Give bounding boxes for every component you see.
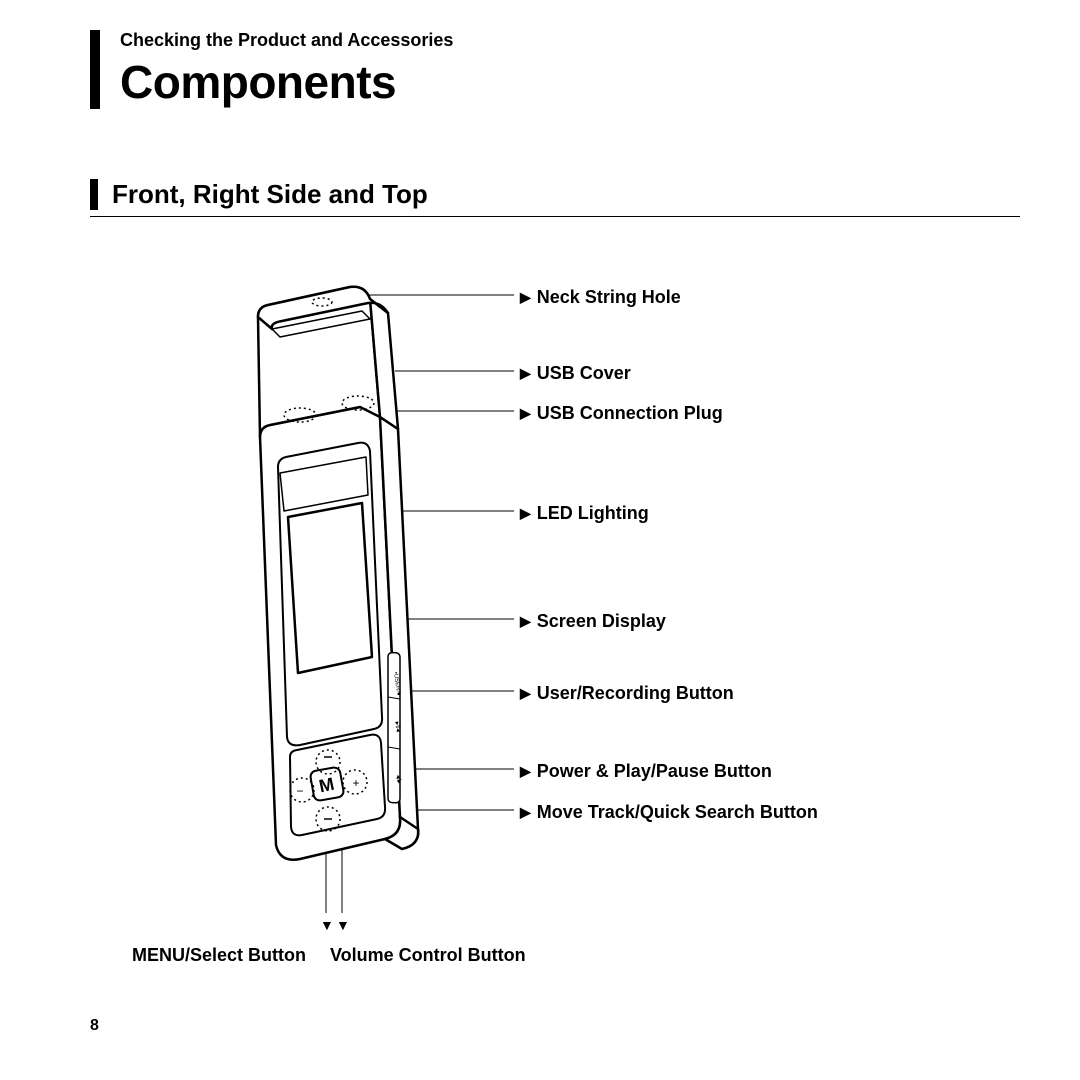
triangle-right-icon: ▶: [520, 763, 531, 780]
section-label: Checking the Product and Accessories: [120, 30, 1020, 51]
callout-label: ▶ User/Recording Button: [520, 683, 734, 704]
callout-text: Screen Display: [537, 611, 666, 631]
triangle-right-icon: ▶: [520, 405, 531, 422]
divider: [90, 216, 1020, 217]
callout-label: Volume Control Button: [330, 945, 526, 966]
triangle-down-icon: ▼: [336, 917, 350, 933]
triangle-right-icon: ▶: [520, 365, 531, 382]
svg-text:◂/▸: ◂/▸: [394, 774, 402, 784]
callout-label: ▶ Screen Display: [520, 611, 666, 632]
svg-text:▸‖◂: ▸‖◂: [393, 721, 401, 732]
callout-label: ▶ USB Connection Plug: [520, 403, 723, 424]
callout-text: Neck String Hole: [537, 287, 681, 307]
page-number: 8: [90, 1017, 99, 1035]
triangle-right-icon: ▶: [520, 804, 531, 821]
callout-label: MENU/Select Button: [132, 945, 306, 966]
callout-label: ▶ USB Cover: [520, 363, 631, 384]
triangle-right-icon: ▶: [520, 505, 531, 522]
svg-text:+: +: [352, 776, 359, 790]
subsection-title: Front, Right Side and Top: [112, 179, 1020, 210]
triangle-down-icon: ▼: [320, 917, 334, 933]
callout-text: USB Cover: [537, 363, 631, 383]
subsection-header: Front, Right Side and Top: [90, 179, 1020, 217]
triangle-right-icon: ▶: [520, 289, 531, 306]
callout-text: LED Lighting: [537, 503, 649, 523]
device-illustration: − + M •USER/● ▸‖◂ ◂/▸: [230, 257, 430, 897]
callout-label: ▶ Move Track/Quick Search Button: [520, 802, 818, 823]
triangle-right-icon: ▶: [520, 685, 531, 702]
callout-text: Power & Play/Pause Button: [537, 761, 772, 781]
triangle-right-icon: ▶: [520, 613, 531, 630]
callout-label: ▶ Neck String Hole: [520, 287, 681, 308]
page-title: Components: [120, 55, 1020, 109]
page-header: Checking the Product and Accessories Com…: [90, 30, 1020, 109]
diagram-area: − + M •USER/● ▸‖◂ ◂/▸ ▶Neck String Hole▶…: [90, 257, 1020, 1017]
callout-text: USB Connection Plug: [537, 403, 723, 423]
callout-text: User/Recording Button: [537, 683, 734, 703]
svg-text:−: −: [296, 784, 303, 798]
callout-text: Move Track/Quick Search Button: [537, 802, 818, 822]
callout-label: ▶ Power & Play/Pause Button: [520, 761, 772, 782]
callout-label: ▶ LED Lighting: [520, 503, 649, 524]
